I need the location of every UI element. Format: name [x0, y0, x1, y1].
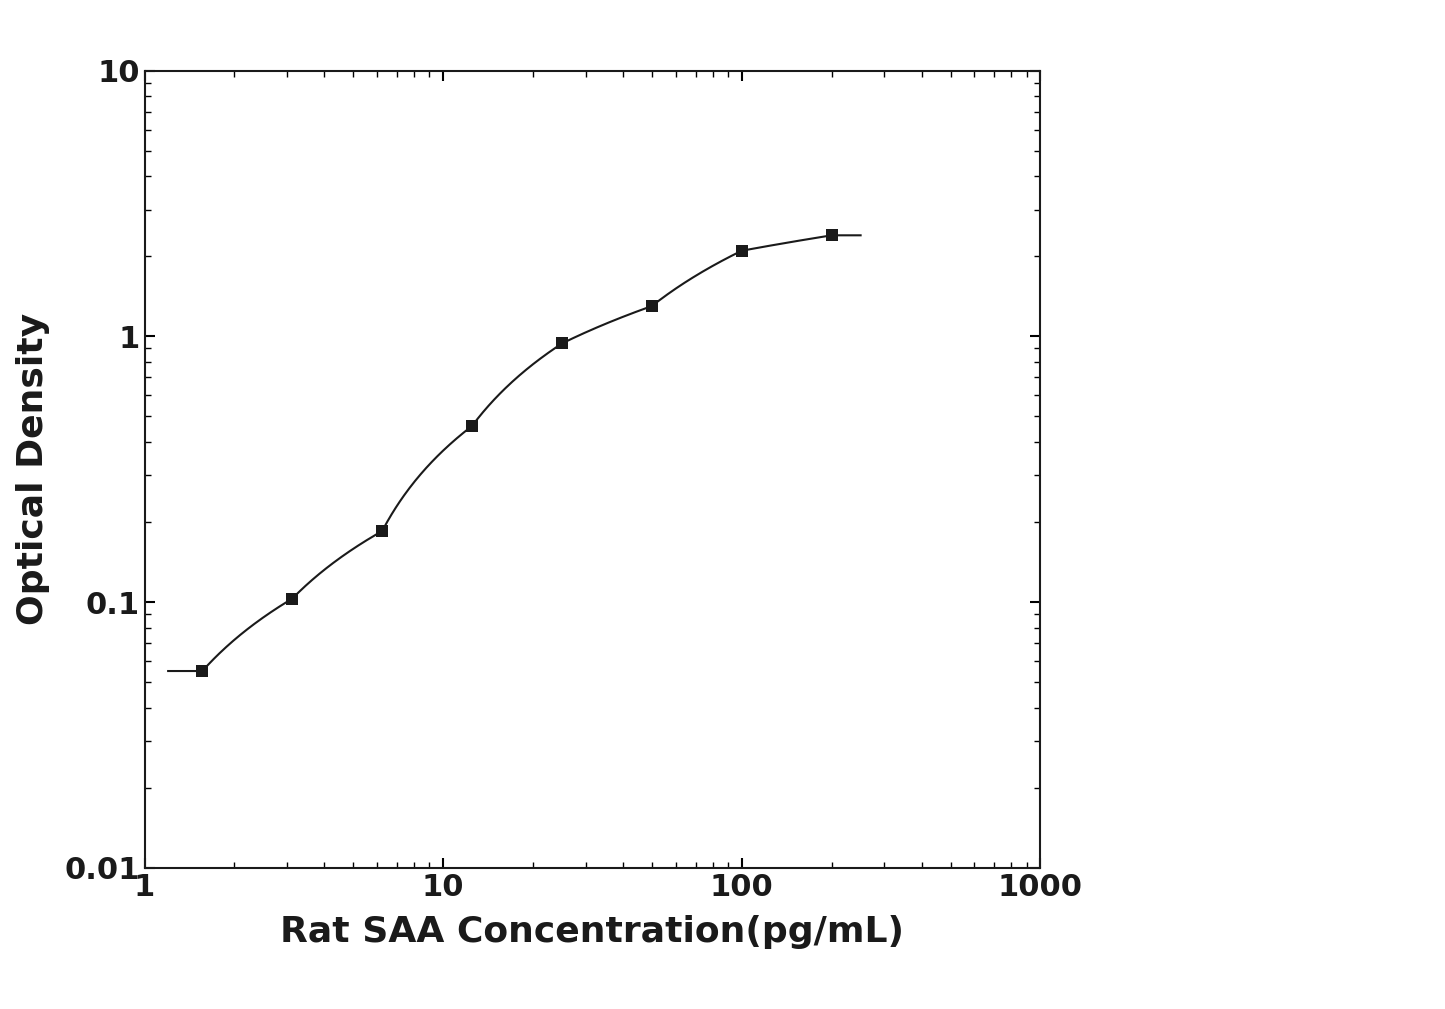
Point [551, 335, 574, 351]
Point [730, 242, 753, 258]
Point [461, 418, 484, 434]
Point [280, 590, 303, 606]
Y-axis label: Optical Density: Optical Density [16, 313, 51, 626]
X-axis label: Rat SAA Concentration(pg/mL): Rat SAA Concentration(pg/mL) [280, 915, 905, 949]
Point [191, 663, 214, 679]
Point [640, 298, 663, 314]
Point [821, 227, 844, 243]
Point [370, 523, 393, 539]
